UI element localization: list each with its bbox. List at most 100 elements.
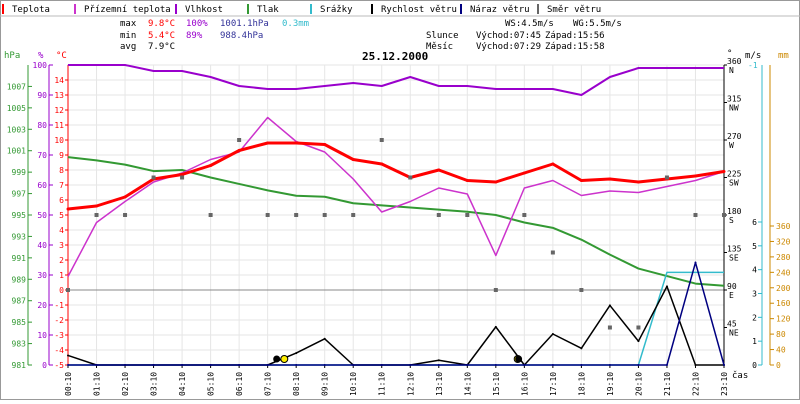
wind-direction-point xyxy=(208,213,213,217)
wind-gust-point xyxy=(266,364,269,366)
speed-tick-label: 3 xyxy=(752,290,757,299)
humidity-tick-label: 90 xyxy=(37,91,47,100)
x-tick-label: 18:10 xyxy=(577,372,586,396)
temperature-tick-label: 14 xyxy=(54,76,64,85)
wind-direction-point xyxy=(94,213,99,217)
moonset-marker xyxy=(515,355,523,363)
stat-max-hum: 100% xyxy=(186,19,208,29)
legend-label: Srážky xyxy=(320,5,353,15)
wind-direction-point xyxy=(550,250,555,255)
x-tick-label: 01:10 xyxy=(93,372,102,396)
humidity-tick-label: 0 xyxy=(42,361,47,370)
wind-gust-point xyxy=(67,364,69,366)
wind-gust-point xyxy=(323,364,326,366)
direction-tick-label: 360 xyxy=(727,57,742,66)
rain-tick-label: 280 xyxy=(776,253,791,262)
temperature-tick-label: 0 xyxy=(59,286,64,295)
wind-direction-point xyxy=(265,213,270,217)
temperature-tick-label: 6 xyxy=(59,196,64,205)
temperature-tick-label: -3 xyxy=(54,331,64,340)
temperature-tick-label: 12 xyxy=(54,106,64,115)
wind-direction-point xyxy=(180,175,185,180)
moon-rise: Východ:07:29 xyxy=(476,42,541,52)
x-tick-label: 05:10 xyxy=(207,372,216,396)
temperature-point xyxy=(380,162,384,166)
wind-speed-point xyxy=(323,337,326,340)
grid xyxy=(67,64,725,366)
wind-gust-point xyxy=(637,364,640,366)
wind-gust-point xyxy=(352,364,355,366)
wind-direction-point xyxy=(436,213,441,217)
wind-direction-point xyxy=(66,288,70,292)
direction-tick-label: 315 xyxy=(727,95,742,104)
pressure-tick-label: 981 xyxy=(12,361,27,370)
rain-tick-label: 320 xyxy=(776,237,791,246)
rain-tick-label: 40 xyxy=(776,346,786,355)
legend-swatch xyxy=(247,4,249,14)
wind-direction-point xyxy=(294,213,299,217)
legend-label: Náraz větru xyxy=(470,5,530,15)
pressure-tick-label: 997 xyxy=(12,190,27,199)
humidity-line xyxy=(68,64,724,96)
stat-max-label: max xyxy=(120,19,137,29)
pressure-tick-label: 991 xyxy=(12,254,27,263)
x-tick-label: 09:10 xyxy=(321,372,330,396)
temperature-tick-label: 7 xyxy=(59,181,64,190)
pressure-tick-label: 999 xyxy=(12,168,27,177)
temperature-point xyxy=(95,204,99,208)
wind-direction-point xyxy=(351,213,356,217)
temperature-point xyxy=(522,171,526,175)
speed-tick-label: 0 xyxy=(752,361,757,370)
direction-compass-label: E xyxy=(729,291,734,300)
temperature-point xyxy=(494,180,498,184)
wind-speed-info: WS:4.5m/s xyxy=(505,19,554,29)
pressure-tick-label: 1003 xyxy=(7,125,26,134)
temperature-point xyxy=(66,207,70,211)
pressure-tick-label: 1007 xyxy=(7,82,26,91)
humidity-tick-label: 60 xyxy=(37,181,47,190)
humidity-tick-label: 70 xyxy=(37,151,47,160)
temperature-tick-label: 9 xyxy=(59,151,64,160)
legend-swatch xyxy=(2,4,4,14)
axis-unit-direction: ° xyxy=(727,49,732,59)
wind-direction-point xyxy=(237,138,242,142)
wind-speed-point xyxy=(637,340,640,343)
humidity-tick-label: 10 xyxy=(37,331,47,340)
temperature-point xyxy=(209,164,213,167)
humidity-tick-label: 50 xyxy=(37,211,47,220)
legend-swatch xyxy=(74,4,76,14)
temperature-tick-label: 8 xyxy=(59,166,64,175)
wind-gust-point xyxy=(124,364,127,366)
stat-min-press: 988.4hPa xyxy=(220,31,263,41)
x-tick-label: 22:10 xyxy=(691,372,700,396)
pressure-tick-label: 1001 xyxy=(7,147,26,156)
rain-tick-label: 240 xyxy=(776,268,791,277)
moon-label: Měsíc xyxy=(426,42,453,52)
wind-speed-point xyxy=(67,354,69,357)
wind-direction-point xyxy=(722,213,726,217)
wind-speed-point xyxy=(551,333,554,336)
wind-direction-point xyxy=(522,213,527,217)
x-tick-label: 21:10 xyxy=(663,372,672,396)
wind-gust-point xyxy=(694,261,697,264)
temperature-point xyxy=(266,141,270,145)
x-tick-label: 03:10 xyxy=(150,372,159,396)
direction-compass-label: S xyxy=(729,216,734,225)
legend: Teplota Přízemní teplota Vlhkost Tlak Srážky… xyxy=(0,4,800,17)
x-tick-label: 07:10 xyxy=(264,372,273,396)
temperature-point xyxy=(636,180,640,184)
legend-label: Přízemní teplota xyxy=(84,5,171,15)
temperature-point xyxy=(323,143,327,146)
humidity-tick-label: 30 xyxy=(37,271,47,280)
wind-gust-point xyxy=(551,364,554,366)
axis-unit-rain: mm xyxy=(778,51,789,61)
stat-avg-label: avg xyxy=(120,42,136,52)
x-tick-label: 00:10 xyxy=(64,372,73,396)
axis-unit-humidity: % xyxy=(38,51,44,61)
speed-tick-label: 5 xyxy=(752,242,757,251)
wind-gust-point xyxy=(723,364,725,366)
temperature-tick-label: 4 xyxy=(59,226,64,235)
direction-tick-label: 225 xyxy=(727,170,742,179)
pressure-tick-label: 993 xyxy=(12,232,27,241)
